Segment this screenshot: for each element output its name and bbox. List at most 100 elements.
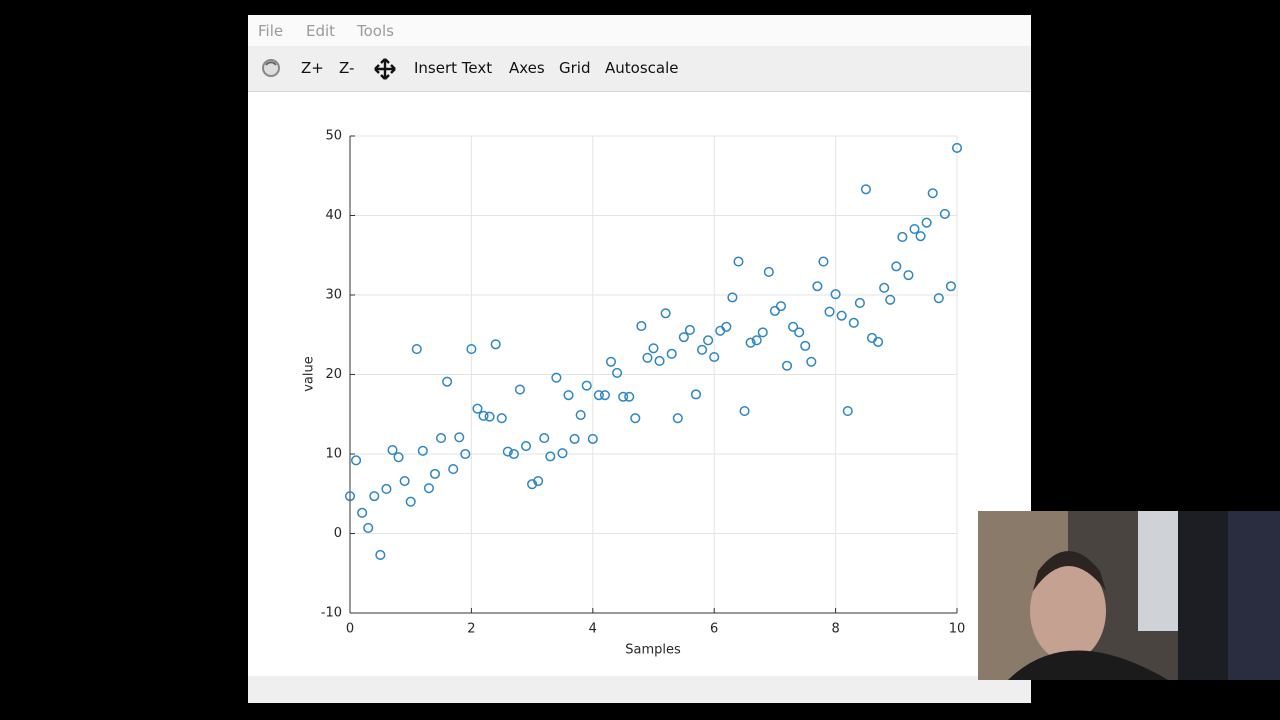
data-point: [775, 301, 787, 312]
data-point: [939, 208, 950, 219]
data-point: [721, 321, 732, 332]
data-point: [951, 142, 963, 153]
data-point: [794, 327, 805, 338]
data-point: [527, 479, 538, 490]
data-point: [690, 389, 702, 400]
data-point: [903, 270, 914, 281]
toolbar-button[interactable]: Autoscale: [605, 59, 679, 77]
y-tick-label: 0: [334, 526, 342, 541]
data-point: [393, 452, 404, 463]
data-point: [472, 403, 483, 414]
data-point: [357, 507, 368, 518]
data-point: [654, 355, 665, 367]
pan-icon[interactable]: [373, 57, 397, 81]
data-point: [460, 448, 471, 460]
data-point: [788, 321, 799, 332]
figure-window: File Edit Tools Z+ Z- Insert Text Axes Grid Aut…: [248, 15, 1031, 703]
data-point: [763, 266, 774, 277]
data-point: [563, 390, 574, 401]
data-point: [733, 256, 744, 267]
data-point: [605, 356, 617, 367]
x-tick-label: 0: [346, 622, 354, 637]
data-point: [539, 433, 550, 444]
data-point: [891, 261, 902, 272]
data-point: [873, 336, 884, 347]
data-point: [921, 217, 932, 228]
x-axis-label: Samples: [625, 643, 681, 658]
data-point: [727, 292, 738, 303]
data-point: [769, 305, 780, 316]
toolbar-button[interactable]: Grid: [559, 59, 591, 77]
status-bar: [248, 676, 1031, 703]
y-tick-label: 50: [325, 129, 342, 144]
data-point: [344, 491, 356, 502]
x-tick-label: 8: [831, 622, 839, 637]
data-point: [593, 390, 604, 401]
data-point: [751, 335, 762, 346]
data-point: [557, 448, 568, 459]
data-point: [842, 406, 853, 417]
rotate-icon[interactable]: [260, 57, 282, 79]
data-point: [363, 522, 374, 533]
y-tick-label: 20: [325, 367, 342, 382]
data-point: [581, 380, 592, 391]
data-point: [533, 475, 544, 487]
webcam-overlay: [978, 511, 1280, 680]
data-point: [678, 332, 689, 343]
menu-item[interactable]: File: [258, 22, 284, 40]
data-point: [448, 464, 459, 475]
data-point: [520, 441, 532, 452]
x-tick-label: 10: [949, 622, 966, 637]
data-point: [812, 281, 823, 292]
data-point: [569, 433, 580, 444]
data-point: [642, 352, 653, 363]
data-point: [466, 344, 477, 355]
data-point: [429, 468, 441, 479]
menu-item[interactable]: Tools: [357, 22, 394, 40]
data-point: [514, 384, 526, 395]
data-point: [399, 475, 410, 487]
data-point: [636, 320, 647, 332]
data-point: [806, 356, 817, 367]
data-point: [599, 390, 610, 401]
data-point: [369, 491, 380, 502]
data-point: [848, 317, 859, 328]
data-point: [454, 432, 465, 443]
data-point: [879, 282, 890, 293]
data-point: [442, 376, 453, 387]
toolbar-button[interactable]: Insert Text: [414, 59, 493, 77]
y-tick-label: 10: [325, 447, 342, 462]
plot: Samples value -10 0 10 20 30 40 50 0 2 4 6 8 10: [302, 129, 966, 658]
toolbar-button[interactable]: Z+: [301, 59, 324, 77]
data-point: [436, 433, 447, 444]
menu-item[interactable]: Edit: [306, 22, 336, 40]
data-point: [830, 289, 841, 300]
data-point: [618, 391, 629, 402]
toolbar-button[interactable]: Z-: [339, 59, 355, 77]
data-point: [854, 297, 865, 308]
data-point: [502, 446, 513, 457]
data-point: [927, 188, 938, 199]
data-point: [575, 409, 586, 421]
data-point: [490, 339, 501, 350]
toolbar: Z+ Z- Insert Text Axes Grid Autoscale: [248, 46, 1031, 92]
toolbar-button[interactable]: Axes: [509, 59, 545, 77]
data-point: [781, 360, 793, 371]
data-point: [411, 344, 422, 355]
data-point: [824, 306, 835, 317]
data-point: [672, 413, 683, 424]
data-point: [697, 344, 708, 355]
data-point: [508, 448, 519, 460]
data-point: [897, 231, 908, 243]
data-point: [417, 445, 428, 456]
data-point: [351, 455, 362, 466]
data-point: [484, 411, 495, 422]
data-point: [381, 483, 392, 495]
data-point: [800, 340, 811, 351]
x-tick-label: 6: [710, 622, 718, 637]
x-tick-label: 2: [467, 622, 475, 637]
data-point: [945, 281, 956, 292]
data-point: [703, 335, 714, 346]
x-tick-label: 4: [589, 622, 597, 637]
